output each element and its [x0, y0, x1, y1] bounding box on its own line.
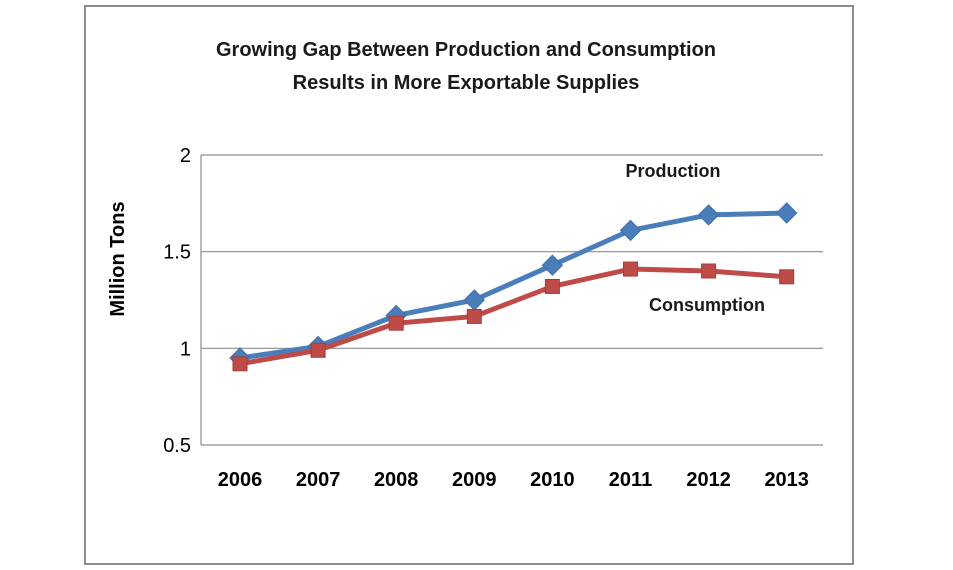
production-point-2013	[775, 202, 798, 224]
consumption-point-2009	[466, 308, 482, 324]
x-tick-labels: 2006 2007 2008 2009 2010 2011 2012 2013	[218, 469, 809, 491]
consumption-line	[237, 266, 790, 367]
x-tick-2007: 2007	[296, 469, 341, 491]
production-point-2009	[463, 289, 486, 311]
gridlines	[201, 154, 823, 349]
production-point-2012	[697, 204, 720, 226]
axes	[200, 155, 823, 446]
production-line	[237, 210, 790, 361]
y-tick-1.5: 1.5	[163, 242, 191, 264]
consumption-point-2010	[544, 278, 560, 294]
series-label-production: Production	[626, 161, 721, 181]
x-tick-2008: 2008	[374, 469, 419, 491]
x-tick-2011: 2011	[609, 469, 652, 491]
y-tick-2: 2	[180, 145, 191, 167]
chart-frame	[84, 5, 854, 565]
x-tick-2012: 2012	[686, 469, 731, 491]
consumption-point-2011	[623, 261, 638, 277]
chart-title-line-2: Results in More Exportable Supplies	[293, 72, 640, 94]
x-tick-2006: 2006	[218, 469, 263, 491]
consumption-point-2008	[388, 315, 404, 331]
production-point-2010	[541, 254, 564, 276]
series-label-consumption: Consumption	[649, 295, 765, 315]
y-tick-labels: 0.5 1 1.5 2	[163, 145, 191, 457]
consumption-point-2012	[701, 263, 717, 279]
x-tick-2009: 2009	[452, 469, 497, 491]
y-tick-0.5: 0.5	[163, 435, 191, 457]
consumption-point-2007	[310, 342, 326, 358]
production-point-2011	[619, 219, 642, 242]
y-tick-1: 1	[180, 338, 191, 360]
x-tick-2010: 2010	[530, 469, 575, 491]
x-tick-2013: 2013	[764, 469, 809, 491]
consumption-point-2013	[779, 269, 795, 285]
series-consumption	[232, 261, 795, 372]
chart-title-line-1: Growing Gap Between Production and Consu…	[216, 39, 716, 61]
y-axis-title: Million Tons	[107, 201, 129, 316]
consumption-point-2006	[232, 356, 248, 372]
series	[229, 202, 798, 372]
